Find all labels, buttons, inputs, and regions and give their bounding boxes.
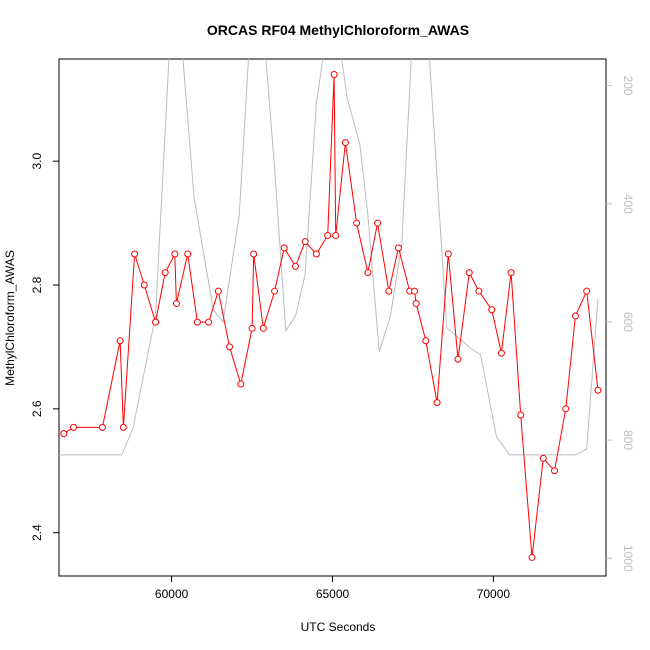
methylchloroform-series-line — [63, 74, 599, 558]
methylchloroform-series-point-22 — [291, 262, 299, 270]
methylchloroform-series-point-51 — [571, 312, 579, 320]
methylchloroform-series-point-38 — [433, 399, 441, 407]
y-tick-label-1: 2.6 — [30, 400, 44, 417]
methylchloroform-series-point-9 — [171, 250, 179, 258]
y2-tick-label-4: 1000 — [621, 545, 635, 572]
methylchloroform-series-point-10 — [172, 300, 180, 308]
methylchloroform-series-point-35 — [411, 287, 419, 295]
methylchloroform-series-point-49 — [551, 467, 559, 475]
methylchloroform-series-point-25 — [324, 231, 332, 239]
methylchloroform-series-point-53 — [594, 386, 602, 394]
methylchloroform-series-point-52 — [583, 287, 591, 295]
methylchloroform-series-point-5 — [131, 250, 139, 258]
methylchloroform-series-point-13 — [205, 318, 213, 326]
methylchloroform-series-point-30 — [364, 269, 372, 277]
methylchloroform-series-point-16 — [237, 380, 245, 388]
y-tick-label-3: 3.0 — [30, 152, 44, 169]
methylchloroform-series-point-15 — [226, 343, 234, 351]
methylchloroform-series-point-29 — [353, 219, 361, 227]
y-axis: 2.4 2.6 2.8 3.0 — [30, 152, 59, 541]
x-axis: 60000 65000 70000 — [155, 576, 510, 601]
methylchloroform-series-point-2 — [98, 423, 106, 431]
right-axis: 200 400 600 800 1000 — [606, 76, 635, 572]
methylchloroform-series-point-37 — [422, 337, 430, 345]
methylchloroform-series-point-19 — [259, 324, 267, 332]
methylchloroform-series-point-14 — [214, 287, 222, 295]
right-axis-series-line — [59, 59, 599, 456]
methylchloroform-series-point-45 — [507, 269, 515, 277]
methylchloroform-series-point-31 — [374, 219, 382, 227]
series-layer — [59, 59, 602, 561]
methylchloroform-series-point-44 — [497, 349, 505, 357]
methylchloroform-series-point-26 — [330, 70, 338, 78]
methylchloroform-series-point-20 — [271, 287, 279, 295]
x-axis-label: UTC Seconds — [301, 620, 376, 634]
y2-tick-label-1: 400 — [621, 194, 635, 214]
y-tick-label-0: 2.4 — [30, 524, 44, 541]
methylchloroform-series-point-41 — [465, 269, 473, 277]
methylchloroform-series-point-33 — [394, 244, 402, 252]
methylchloroform-series-point-0 — [60, 430, 68, 438]
methylchloroform-series-point-1 — [69, 423, 77, 431]
methylchloroform-series-point-6 — [140, 281, 148, 289]
methylchloroform-series-point-18 — [250, 250, 258, 258]
methylchloroform-series-point-32 — [385, 287, 393, 295]
methylchloroform-series-point-8 — [161, 269, 169, 277]
methylchloroform-series-point-48 — [539, 454, 547, 462]
methylchloroform-series-point-7 — [152, 318, 160, 326]
x-tick-label-2: 70000 — [477, 587, 511, 601]
methylchloroform-series-point-39 — [444, 250, 452, 258]
methylchloroform-series-point-17 — [248, 324, 256, 332]
methylchloroform-series-point-40 — [454, 355, 462, 363]
methylchloroform-series-point-12 — [193, 318, 201, 326]
x-tick-label-1: 65000 — [316, 587, 350, 601]
chart-title: ORCAS RF04 MethylChloroform_AWAS — [207, 22, 469, 38]
y-tick-label-2: 2.8 — [30, 276, 44, 293]
methylchloroform-series-point-46 — [517, 411, 525, 419]
methylchloroform-series-point-24 — [312, 250, 320, 258]
y2-tick-label-0: 200 — [621, 76, 635, 96]
y2-tick-label-3: 800 — [621, 430, 635, 450]
methylchloroform-series-point-21 — [280, 244, 288, 252]
methylchloroform-series-point-11 — [184, 250, 192, 258]
methylchloroform-series-point-36 — [412, 300, 420, 308]
methylchloroform-series-point-27 — [332, 231, 340, 239]
methylchloroform-series-point-28 — [341, 139, 349, 147]
methylchloroform-series-point-3 — [116, 337, 124, 345]
methylchloroform-series-point-4 — [119, 423, 127, 431]
methylchloroform-series-point-43 — [488, 306, 496, 314]
methylchloroform-series-point-23 — [301, 238, 309, 246]
methylchloroform-series-point-42 — [475, 287, 483, 295]
methylchloroform-series-point-50 — [562, 405, 570, 413]
y-axis-label: MethylChloroform_AWAS — [3, 250, 17, 386]
methylchloroform-series-point-47 — [528, 553, 536, 561]
y2-tick-label-2: 600 — [621, 312, 635, 332]
plot-frame — [58, 58, 607, 577]
x-tick-label-0: 60000 — [155, 587, 189, 601]
